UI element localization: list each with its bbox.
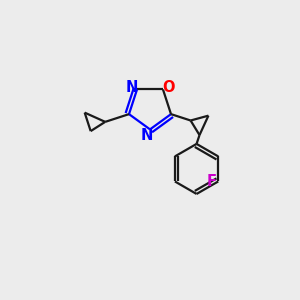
Text: F: F [206,174,216,189]
Text: O: O [162,80,174,95]
Text: N: N [141,128,153,143]
Text: N: N [126,80,138,95]
